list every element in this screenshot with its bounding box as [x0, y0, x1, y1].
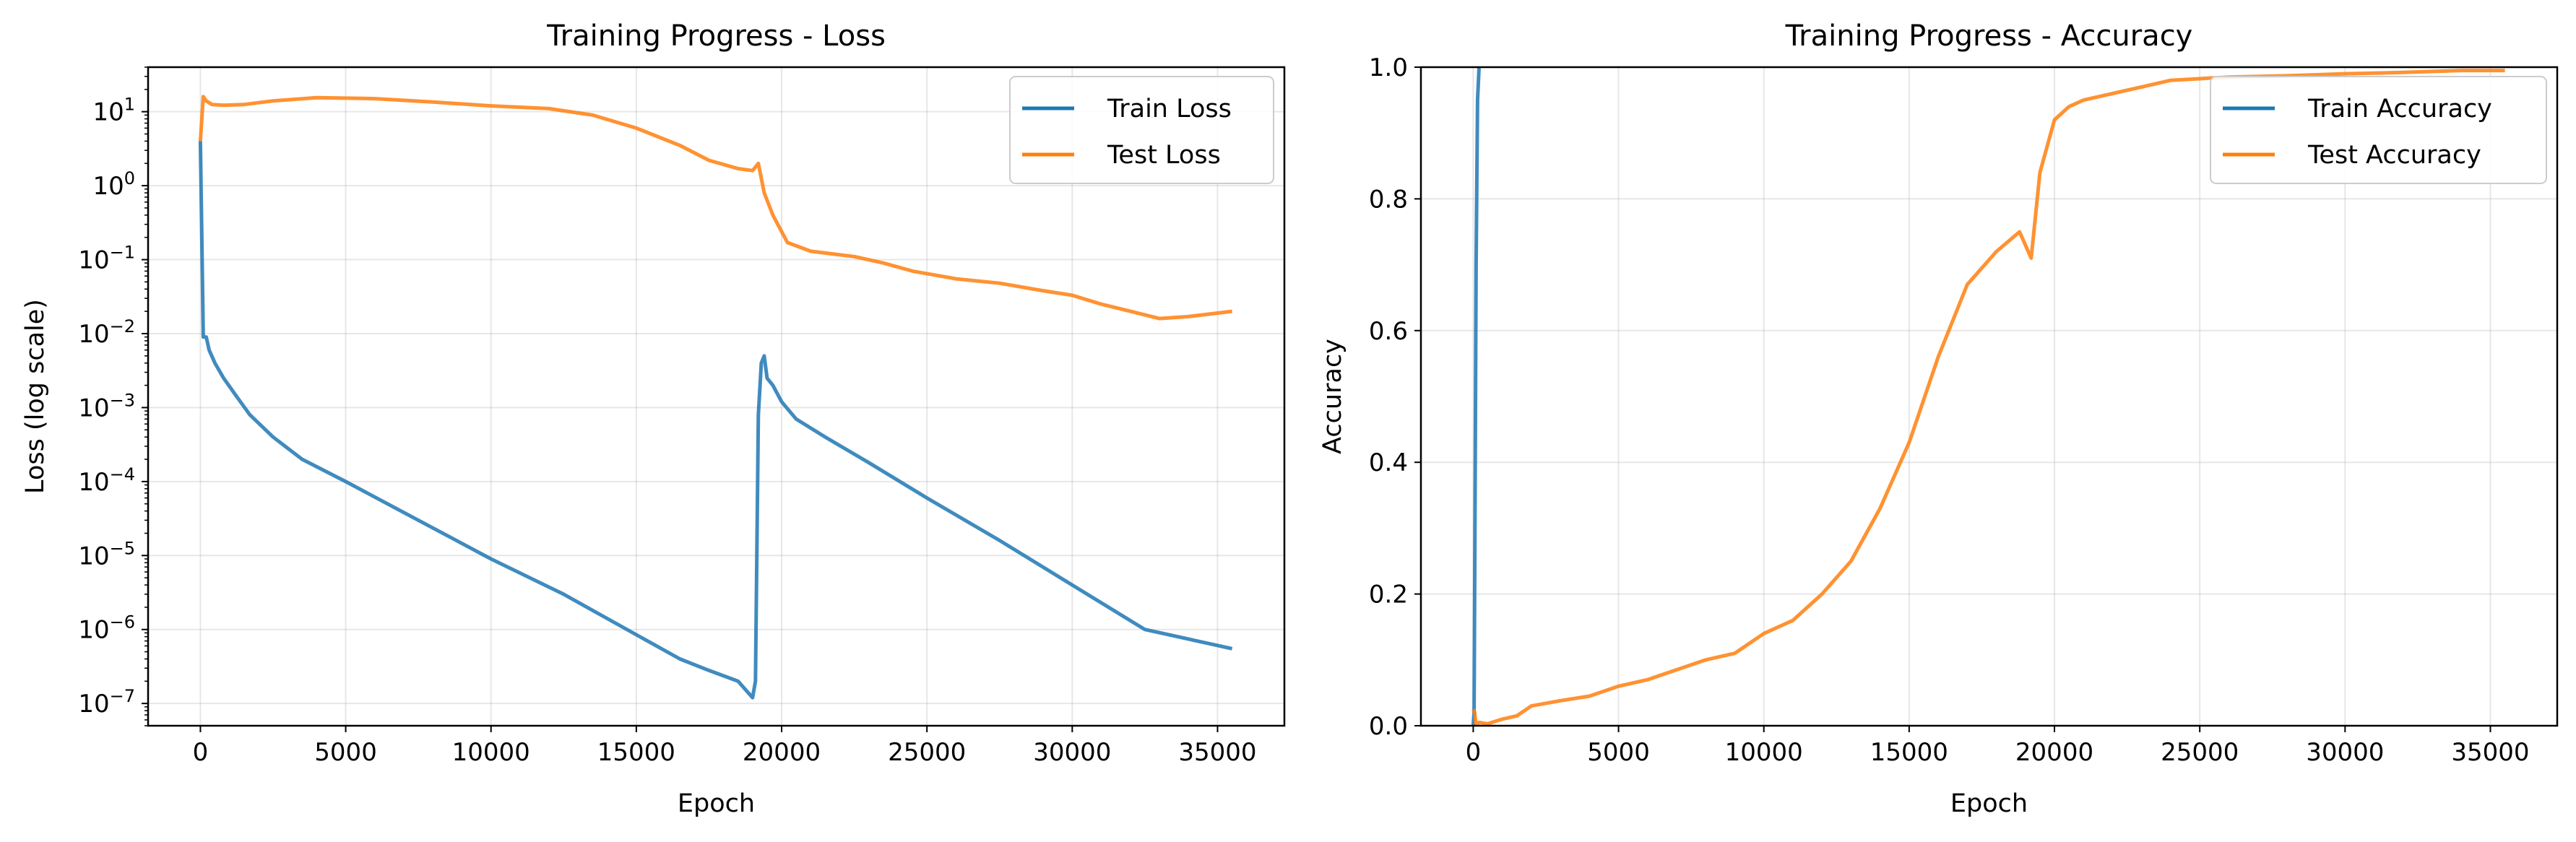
accuracy-x-tick-label: 35000	[2451, 738, 2529, 767]
loss-y-tick-label: 10−2	[78, 316, 135, 349]
accuracy-y-tick-label: 0.4	[1369, 448, 1408, 477]
loss-chart-title: Training Progress - Loss	[546, 19, 886, 53]
accuracy-y-tick-label: 0.8	[1369, 185, 1408, 214]
accuracy-legend-label-train: Train Accuracy	[2307, 95, 2492, 123]
accuracy-y-axis-label: Accuracy	[1318, 339, 1347, 454]
loss-legend-label-train: Train Loss	[1107, 95, 1232, 123]
loss-legend-box	[1009, 76, 1274, 184]
loss-x-tick-label: 0	[193, 738, 209, 767]
loss-x-tick-label: 35000	[1178, 738, 1256, 767]
accuracy-x-tick-label: 25000	[2161, 738, 2239, 767]
accuracy-x-tick-label: 10000	[1725, 738, 1803, 767]
train-loss-line	[198, 141, 1233, 700]
accuracy-x-tick-label: 20000	[2015, 738, 2093, 767]
accuracy-x-tick-label: 5000	[1587, 738, 1650, 767]
accuracy-x-tick-label: 0	[1466, 738, 1482, 767]
accuracy-legend-label-test: Test Accuracy	[2307, 141, 2481, 170]
loss-x-tick-label: 5000	[314, 738, 377, 767]
loss-legend-label-test: Test Loss	[1107, 141, 1221, 170]
loss-x-tick-label: 20000	[743, 738, 821, 767]
loss-x-tick-label: 30000	[1033, 738, 1111, 767]
loss-y-axis-label: Loss (log scale)	[21, 299, 50, 494]
accuracy-legend: Train Accuracy Test Accuracy	[2210, 76, 2547, 184]
accuracy-y-tick-label: 1.0	[1369, 53, 1408, 82]
accuracy-ticks: 0 5000 10000 15000 20000 25000 30000 35000 0.0 0.…	[1369, 53, 2530, 767]
loss-y-tick-label: 101	[92, 95, 135, 127]
accuracy-x-tick-label: 15000	[1870, 738, 1948, 767]
loss-grid	[148, 67, 1284, 726]
accuracy-plot-frame	[1419, 66, 2559, 727]
loss-y-tick-label: 10−4	[78, 464, 135, 497]
loss-series	[198, 95, 1233, 700]
loss-y-tick-label: 10−5	[78, 538, 135, 570]
accuracy-y-tick-label: 0.0	[1369, 712, 1408, 741]
loss-x-tick-label: 25000	[888, 738, 966, 767]
loss-chart: 0 5000 10000 15000 20000 25000 30000 35000 101 10…	[21, 19, 1286, 818]
loss-x-tick-label: 10000	[452, 738, 530, 767]
loss-y-tick-label: 10−7	[78, 686, 135, 719]
loss-y-tick-label: 100	[92, 168, 135, 201]
test-accuracy-line	[1471, 69, 2505, 726]
loss-y-tick-label: 10−3	[78, 390, 135, 422]
loss-legend: Train Loss Test Loss	[1009, 76, 1274, 184]
loss-y-tick-label: 10−6	[78, 612, 135, 645]
accuracy-chart-title: Training Progress - Accuracy	[1785, 19, 2193, 53]
loss-x-axis-label: Epoch	[678, 789, 755, 818]
accuracy-y-tick-label: 0.6	[1369, 317, 1408, 346]
accuracy-legend-box	[2210, 76, 2547, 184]
loss-plot-frame	[147, 66, 1286, 727]
accuracy-series	[1471, 67, 2505, 726]
loss-y-tick-label: 10−1	[78, 243, 135, 275]
loss-x-tick-label: 15000	[597, 738, 675, 767]
accuracy-x-tick-label: 30000	[2306, 738, 2384, 767]
accuracy-x-axis-label: Epoch	[1950, 789, 2028, 818]
test-loss-line	[198, 95, 1232, 321]
accuracy-chart: 0 5000 10000 15000 20000 25000 30000 35000 0.0 0.…	[1318, 19, 2559, 818]
accuracy-y-tick-label: 0.2	[1369, 581, 1408, 609]
